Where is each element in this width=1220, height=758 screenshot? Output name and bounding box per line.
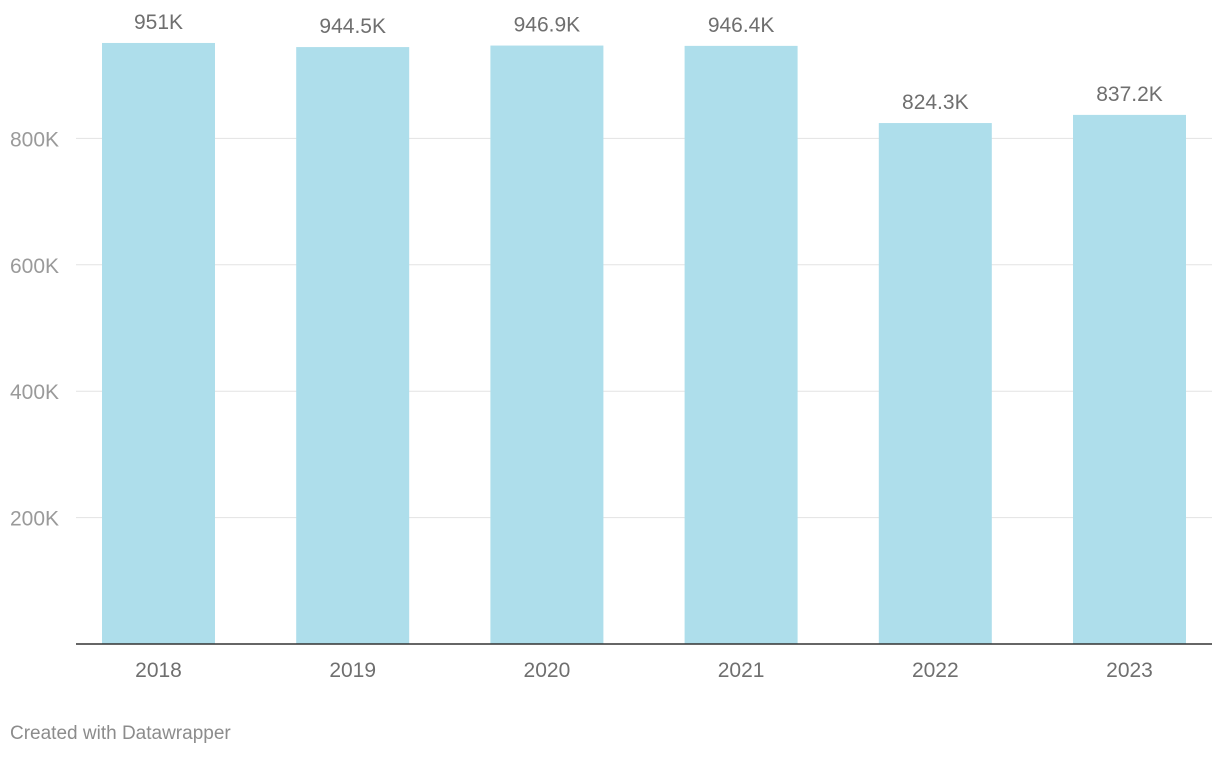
value-label-2019: 944.5K [319, 15, 386, 38]
value-label-2021: 946.4K [708, 14, 775, 37]
y-tick-label: 600K [10, 255, 59, 278]
x-tick-label-2019: 2019 [329, 659, 376, 682]
x-axis-tick-labels: 2018 2019 2020 2021 2022 2023 [135, 659, 1153, 682]
x-tick-label-2021: 2021 [718, 659, 765, 682]
gridlines [76, 137, 1212, 519]
x-tick-label-2020: 2020 [524, 659, 571, 682]
bar-2022 [878, 123, 992, 644]
value-label-2020: 946.9K [514, 14, 581, 37]
value-label-2018: 951K [134, 11, 183, 34]
bar-chart: 200K 400K 600K 800K 951K 944.5K 946.9K 946.4K 8… [10, 11, 1212, 682]
value-label-2023: 837.2K [1096, 83, 1163, 106]
y-tick-label: 200K [10, 508, 59, 531]
bar-2021 [684, 45, 798, 645]
value-label-2022: 824.3K [902, 91, 969, 114]
x-tick-label-2023: 2023 [1106, 659, 1153, 682]
bar-2020 [490, 45, 604, 644]
y-tick-label: 400K [10, 381, 59, 404]
x-tick-label-2022: 2022 [912, 659, 959, 682]
bar-2019 [296, 47, 410, 645]
bar-2018 [102, 42, 215, 644]
footer-credit: Created with Datawrapper [10, 723, 231, 744]
bar-value-labels: 951K 944.5K 946.9K 946.4K 824.3K 837.2K [134, 11, 1163, 114]
bar-2023 [1073, 114, 1186, 645]
bars [102, 42, 1186, 645]
y-tick-label: 800K [10, 128, 59, 151]
x-tick-label-2018: 2018 [135, 659, 182, 682]
y-axis-tick-labels: 200K 400K 600K 800K [10, 128, 59, 530]
